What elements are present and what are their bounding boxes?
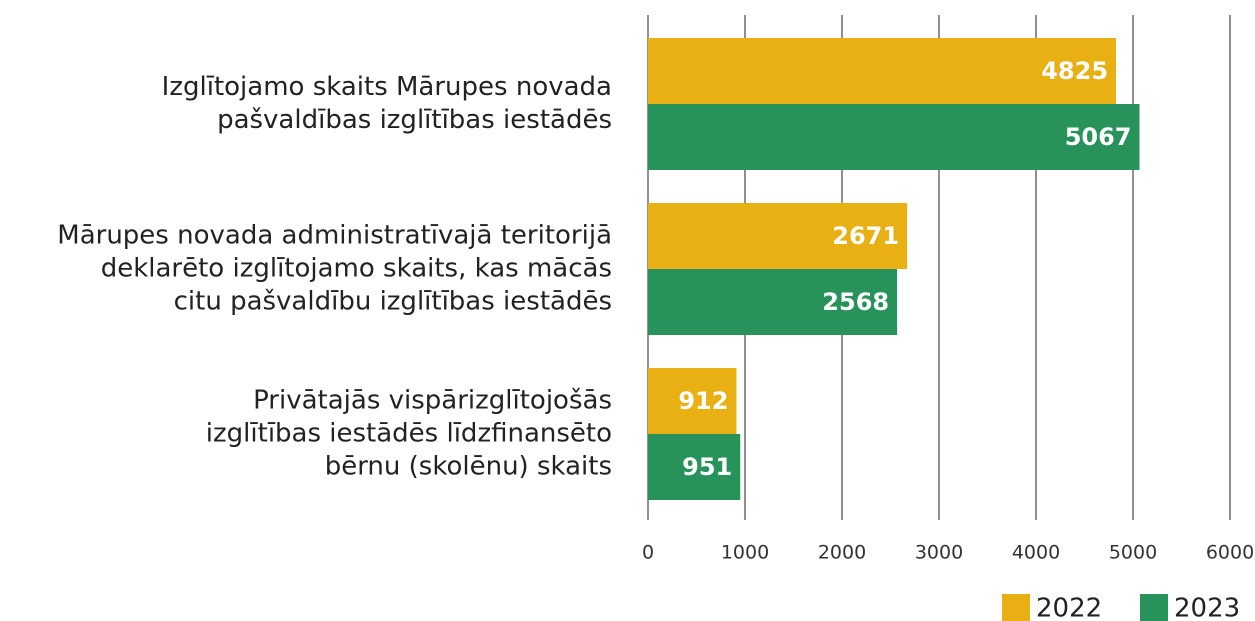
category-label: Mārupes novada administratīvajā teritori…	[57, 221, 612, 251]
x-tick-label: 2000	[818, 542, 866, 564]
x-tick-label: 3000	[915, 542, 963, 564]
category-label: Privātajās vispārizglītojošās	[253, 386, 612, 416]
x-tick-label: 4000	[1012, 542, 1060, 564]
legend-label: 2023	[1174, 594, 1240, 621]
bar	[648, 203, 908, 269]
value-label: 912	[678, 387, 728, 415]
bar	[648, 38, 1117, 104]
category-label: izglītības iestādēs līdzfinansēto	[206, 419, 612, 449]
category-label: deklarēto izglītojamo skaits, kas mācās	[101, 254, 612, 284]
value-label: 951	[682, 453, 732, 481]
bar	[648, 269, 898, 335]
x-tick-label: 0	[642, 542, 654, 564]
bar	[648, 368, 737, 434]
category-label: bērnu (skolēnu) skaits	[325, 452, 612, 482]
value-label: 2671	[832, 222, 899, 250]
bar	[648, 434, 741, 500]
legend-swatch	[1002, 594, 1030, 621]
category-label: citu pašvaldību izglītības iestādēs	[174, 287, 612, 317]
category-label: pašvaldības izglītības iestādēs	[217, 105, 612, 135]
value-label: 2568	[822, 288, 889, 316]
x-tick-label: 1000	[721, 542, 769, 564]
legend-label: 2022	[1036, 594, 1102, 621]
bar	[648, 104, 1140, 170]
x-tick-label: 6000	[1206, 542, 1254, 564]
x-tick-label: 5000	[1109, 542, 1157, 564]
value-label: 4825	[1041, 57, 1108, 85]
legend-swatch	[1140, 594, 1168, 621]
value-label: 5067	[1065, 123, 1132, 151]
category-label: Izglītojamo skaits Mārupes novada	[162, 72, 612, 102]
